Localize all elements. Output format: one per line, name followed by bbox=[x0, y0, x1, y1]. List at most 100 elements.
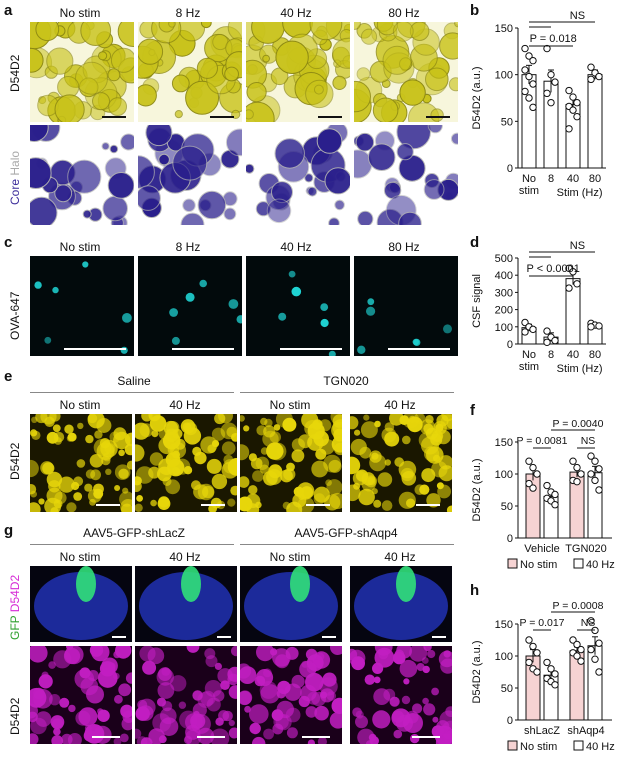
a-blue-tile-3 bbox=[354, 125, 458, 225]
point-1-0-4 bbox=[573, 652, 581, 660]
point-1-1-3 bbox=[587, 470, 595, 478]
x-axis-label: Stim (Hz) bbox=[557, 363, 603, 375]
a-blue-tile-2 bbox=[246, 125, 350, 225]
a-yellow-tile-3-texture bbox=[354, 22, 458, 122]
point-1-1-2 bbox=[595, 465, 603, 473]
gfp-injection bbox=[181, 566, 201, 602]
panel-label-f: f bbox=[470, 402, 475, 419]
point-1-0 bbox=[543, 44, 551, 53]
bar-3 bbox=[587, 74, 603, 169]
annotation-p: P < 0.0001 bbox=[527, 263, 580, 275]
row-label-g-gfp-d54d2: GFP D54D2 bbox=[8, 575, 22, 640]
annotation-ns: NS bbox=[570, 10, 585, 22]
y-axis-label: D54D2 (a.u.) bbox=[471, 67, 483, 130]
point-1-1-5 bbox=[595, 486, 603, 494]
col-head-a-0: No stim bbox=[59, 6, 101, 20]
point-1-0-2 bbox=[577, 645, 585, 654]
point-2-3 bbox=[565, 284, 573, 292]
point-2-2 bbox=[573, 98, 581, 107]
point-2-5 bbox=[573, 112, 581, 121]
group-head-e-0: Saline bbox=[117, 374, 151, 388]
point-2-0 bbox=[565, 86, 573, 95]
col-head-g-0: No stim bbox=[59, 550, 101, 564]
annotation-1: P = 0.017 bbox=[519, 617, 564, 629]
chart-h-svg: 0 50 100 150 D54D2 (a.u.) shLacZ shAqp4 P = 0.0… bbox=[471, 600, 615, 753]
chart-d: 0 100 200 300 400 500 CSF signal No stim 8 40 80 Sti… bbox=[470, 232, 620, 375]
point-2-1 bbox=[569, 93, 577, 101]
point-0-0-1 bbox=[529, 463, 537, 472]
group-line-g-1 bbox=[240, 544, 454, 545]
col-head-a-2: 40 Hz bbox=[280, 6, 312, 20]
point-0-7 bbox=[525, 94, 533, 102]
a-blue-tile-0-texture bbox=[30, 125, 134, 225]
y-tick-label-1: 50 bbox=[501, 116, 513, 128]
gfp-injection bbox=[396, 566, 416, 602]
point-1-1-4 bbox=[591, 655, 599, 663]
g-scalebar-bottom-1 bbox=[197, 736, 225, 738]
g-brain-tile-2 bbox=[240, 566, 342, 642]
annotation-2: NS bbox=[581, 435, 596, 447]
g-brain-tile-0 bbox=[30, 566, 132, 642]
y-tick-label-5: 500 bbox=[495, 253, 513, 265]
chart-b: 0 50 100 150 D54D2 (a.u.) No stim 8 40 80 Stim (Hz… bbox=[470, 0, 620, 225]
point-1-1-0 bbox=[587, 452, 595, 460]
point-0-1-5 bbox=[551, 501, 559, 509]
panel-label-b: b bbox=[470, 2, 480, 19]
g-magenta-tile-3 bbox=[350, 646, 452, 744]
point-0-0-2 bbox=[533, 470, 541, 478]
point-0-1-2 bbox=[551, 490, 559, 499]
point-2-1 bbox=[569, 268, 577, 276]
g-magenta-tile-1 bbox=[135, 646, 237, 744]
g-magenta-tile-1-texture bbox=[135, 646, 237, 744]
c-tile-3-texture bbox=[357, 298, 452, 354]
e-tile-0-texture bbox=[30, 414, 132, 512]
g-brain-tile-1 bbox=[135, 566, 237, 642]
y-tick-label-1: 100 bbox=[495, 322, 513, 334]
g-scalebar-top-3 bbox=[432, 636, 446, 638]
a-yellow-tile-2-texture bbox=[246, 22, 350, 122]
legend-swatch-1 bbox=[573, 558, 584, 569]
point-0-0 bbox=[521, 44, 529, 53]
point-0-0-4 bbox=[529, 484, 537, 492]
e-tile-0 bbox=[30, 414, 132, 512]
x-tick-label-1: 8 bbox=[548, 349, 554, 361]
e-scalebar-3 bbox=[416, 504, 440, 506]
y-tick-label-0: 0 bbox=[507, 163, 513, 175]
c-tile-1 bbox=[138, 256, 242, 356]
g-magenta-tile-2-texture bbox=[240, 646, 342, 744]
col-head-e-2: No stim bbox=[269, 398, 311, 412]
a-blue-tile-1-texture bbox=[138, 125, 242, 225]
y-tick-label-1: 50 bbox=[501, 501, 513, 513]
y-tick-label-3: 150 bbox=[495, 437, 513, 449]
row-label-a-d54d2: D54D2 bbox=[8, 54, 22, 92]
group-head-e-1: TGN020 bbox=[323, 374, 369, 388]
point-1-1-5 bbox=[595, 668, 603, 676]
annotation-1: P = 0.0081 bbox=[517, 435, 568, 447]
a-yellow-tile-0-texture bbox=[30, 22, 134, 122]
annotation-3: P = 0.0008 bbox=[553, 600, 604, 612]
c-tile-2 bbox=[246, 256, 350, 356]
g-scalebar-top-1 bbox=[217, 636, 231, 638]
x-tick-label-0: Vehicle bbox=[524, 543, 559, 555]
e-tile-1-texture bbox=[135, 414, 237, 512]
a-blue-tile-2-texture bbox=[246, 125, 350, 225]
a-yellow-tile-1 bbox=[138, 22, 242, 122]
point-1-1-1 bbox=[591, 457, 599, 465]
point-0-3 bbox=[521, 328, 529, 336]
g-brain-tile-0-texture bbox=[34, 566, 128, 640]
x-axis-label: Stim (Hz) bbox=[557, 187, 603, 199]
y-tick-label-1: 50 bbox=[501, 683, 513, 695]
x-tick-label-2: 40 bbox=[567, 173, 579, 185]
a-scalebar-1 bbox=[210, 116, 234, 118]
panel-label-d: d bbox=[470, 234, 480, 251]
point-1-1-0 bbox=[587, 617, 595, 625]
y-tick-label-2: 100 bbox=[495, 651, 513, 663]
c-tile-3 bbox=[354, 256, 458, 356]
e-scalebar-0 bbox=[96, 504, 120, 506]
point-0-0-0 bbox=[525, 457, 533, 465]
row-label-a-core-halo: Core Halo bbox=[8, 151, 22, 205]
x-tick-label-2: 40 bbox=[567, 349, 579, 361]
point-0-0-5 bbox=[533, 668, 541, 676]
c-scalebar-0 bbox=[64, 348, 126, 350]
point-0-1-2 bbox=[551, 670, 559, 678]
